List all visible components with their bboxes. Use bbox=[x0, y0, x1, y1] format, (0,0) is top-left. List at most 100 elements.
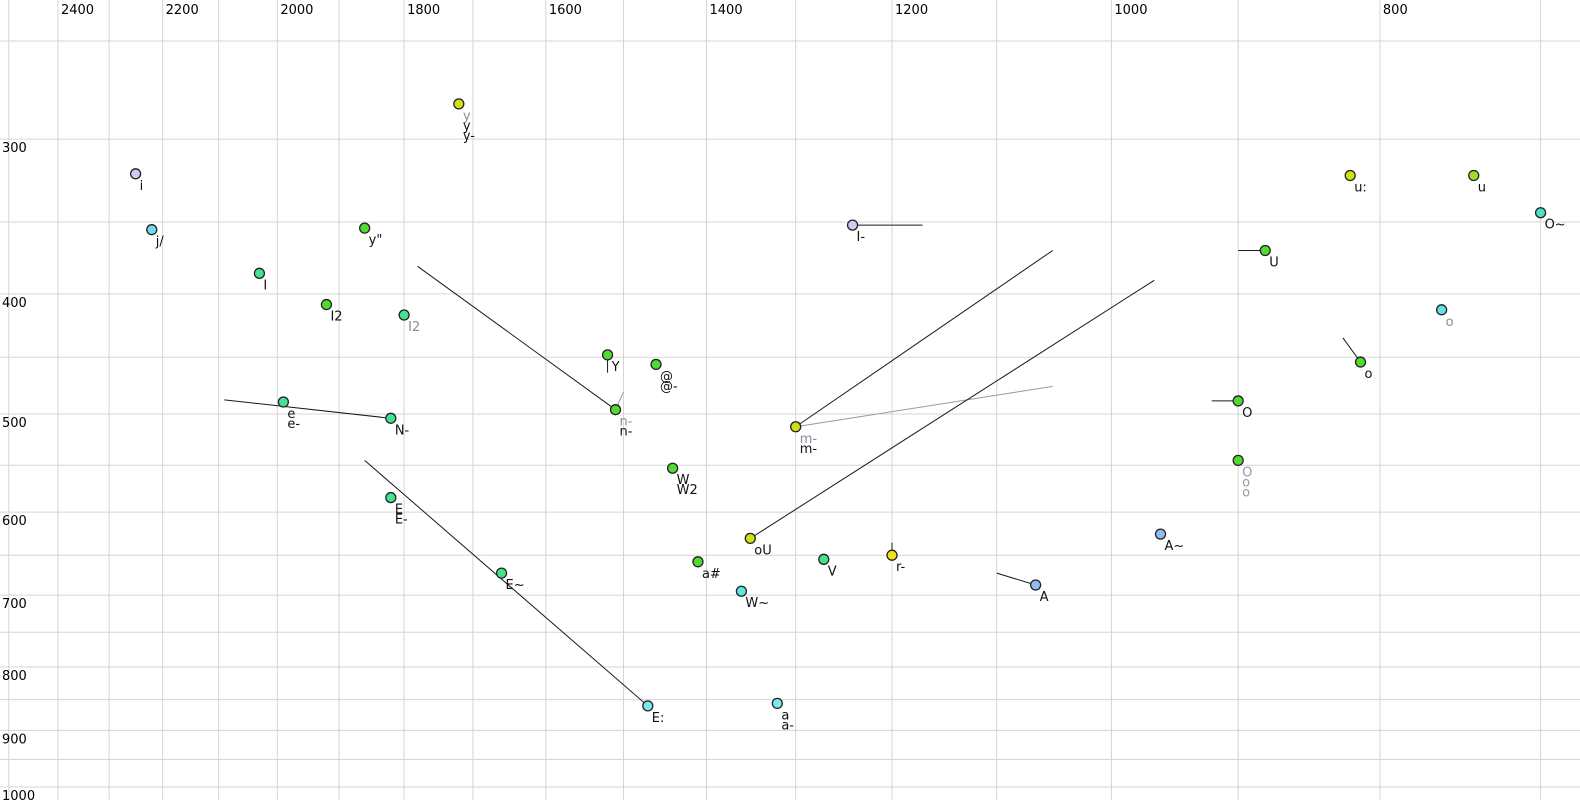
data-point-E~ bbox=[495, 567, 508, 579]
trajectory-line bbox=[224, 399, 391, 419]
data-point-O bbox=[1232, 454, 1244, 467]
point-label-j/: j/ bbox=[155, 235, 165, 250]
point-label-o: o bbox=[1446, 315, 1454, 330]
trajectory-line bbox=[996, 572, 1036, 586]
point-label-E~: E~ bbox=[506, 578, 525, 593]
point-label-Y: Y bbox=[611, 360, 620, 375]
data-point-A bbox=[1029, 579, 1042, 591]
trajectory-line bbox=[750, 279, 1155, 539]
data-point-u bbox=[1468, 169, 1480, 182]
trajectory-line bbox=[364, 460, 649, 707]
point-label-oU: oU bbox=[754, 543, 771, 558]
x-axis-tick-1600: 1600 bbox=[549, 3, 582, 18]
point-label-O~: O~ bbox=[1545, 218, 1566, 233]
point-label-r-: r- bbox=[896, 560, 906, 575]
data-point-a# bbox=[692, 556, 704, 568]
point-label-W2: W2 bbox=[677, 483, 698, 498]
data-point-I bbox=[253, 267, 266, 279]
data-point-I- bbox=[846, 219, 859, 231]
y-axis-tick-300: 300 bbox=[2, 141, 27, 156]
data-point-W~ bbox=[735, 585, 748, 597]
trajectory-line bbox=[795, 385, 1053, 428]
data-point-r- bbox=[886, 549, 898, 561]
point-label-E: E bbox=[395, 503, 403, 518]
point-label-@-: @- bbox=[660, 379, 678, 394]
y-axis-tick-400: 400 bbox=[2, 296, 27, 311]
data-point-u: bbox=[1344, 169, 1356, 182]
y-axis-tick-500: 500 bbox=[2, 416, 27, 431]
point-label-e: e bbox=[287, 407, 295, 422]
data-point-o bbox=[1354, 356, 1367, 368]
data-point-@ bbox=[650, 358, 662, 371]
point-label-y": y" bbox=[369, 233, 383, 248]
point-label-m-: m- bbox=[800, 432, 818, 447]
x-axis-tick-1200: 1200 bbox=[895, 3, 928, 18]
trajectory-lines bbox=[224, 224, 1361, 707]
data-point-oU bbox=[744, 532, 756, 545]
x-axis-tick-2400: 2400 bbox=[61, 3, 94, 18]
point-label-V: V bbox=[828, 564, 837, 579]
point-label-O: O bbox=[1242, 406, 1252, 421]
point-label-n-: n- bbox=[620, 425, 633, 440]
point-label-W: W bbox=[677, 473, 690, 488]
point-label-I2: I2 bbox=[408, 320, 420, 335]
point-label-W~: W~ bbox=[745, 596, 769, 611]
point-label-e-: e- bbox=[287, 417, 300, 432]
axis-tick-labels: 2400 2200 2000 1800 1600 1400 1200 1000 800 300 40… bbox=[2, 3, 1408, 800]
data-point-o bbox=[1435, 304, 1448, 316]
point-label-o: o bbox=[1242, 485, 1250, 500]
data-point-y" bbox=[359, 222, 371, 234]
point-label-N-: N- bbox=[395, 423, 410, 438]
point-label-y: y bbox=[463, 119, 471, 134]
point-label-U: U bbox=[1269, 255, 1279, 270]
point-label-O: O bbox=[1242, 465, 1252, 480]
point-label-y-: y- bbox=[463, 129, 475, 144]
data-point-E bbox=[385, 491, 397, 504]
point-label-A: A bbox=[1040, 590, 1049, 605]
data-point-O~ bbox=[1534, 207, 1547, 219]
y-axis-tick-1000: 1000 bbox=[2, 789, 35, 800]
x-axis-tick-1000: 1000 bbox=[1114, 3, 1147, 18]
data-point-V bbox=[818, 553, 830, 565]
point-label-E:: E: bbox=[652, 711, 665, 726]
point-label-I-: I- bbox=[857, 230, 866, 245]
point-label-A~: A~ bbox=[1165, 539, 1185, 554]
data-point-A~ bbox=[1154, 528, 1167, 540]
x-axis-tick-1400: 1400 bbox=[710, 3, 743, 18]
data-point-j/ bbox=[146, 224, 158, 236]
data-point-N- bbox=[385, 412, 397, 424]
point-label-y: y bbox=[463, 109, 471, 124]
data-point-O bbox=[1232, 395, 1244, 407]
data-point-a bbox=[771, 697, 783, 710]
point-label-i: i bbox=[140, 179, 144, 194]
point-label-u:: u: bbox=[1354, 180, 1367, 195]
data-point-y bbox=[453, 98, 465, 110]
point-label-I: I bbox=[263, 278, 267, 293]
point-label-E-: E- bbox=[395, 513, 408, 528]
point-label-a-: a- bbox=[781, 718, 794, 733]
x-axis-tick-1800: 1800 bbox=[407, 3, 440, 18]
x-axis-tick-2200: 2200 bbox=[166, 3, 199, 18]
data-point-e bbox=[277, 396, 290, 408]
point-label-n-: n- bbox=[620, 415, 633, 430]
point-label-o: o bbox=[1242, 475, 1250, 490]
data-point-n- bbox=[609, 404, 622, 416]
point-label-a: a bbox=[781, 708, 789, 723]
data-point-i bbox=[129, 168, 142, 180]
x-axis-tick-800: 800 bbox=[1383, 3, 1408, 18]
point-label-@: @ bbox=[660, 369, 673, 384]
data-point-E: bbox=[642, 700, 654, 712]
y-axis-tick-900: 900 bbox=[2, 732, 27, 747]
y-axis-tick-700: 700 bbox=[2, 597, 27, 612]
point-label-a#: a# bbox=[702, 567, 721, 582]
x-axis-tick-2000: 2000 bbox=[280, 3, 313, 18]
point-label-m-: m- bbox=[800, 442, 818, 457]
y-axis-tick-800: 800 bbox=[2, 669, 27, 684]
y-axis-tick-600: 600 bbox=[2, 514, 27, 529]
data-point-U bbox=[1259, 244, 1271, 257]
trajectory-line bbox=[417, 265, 616, 411]
